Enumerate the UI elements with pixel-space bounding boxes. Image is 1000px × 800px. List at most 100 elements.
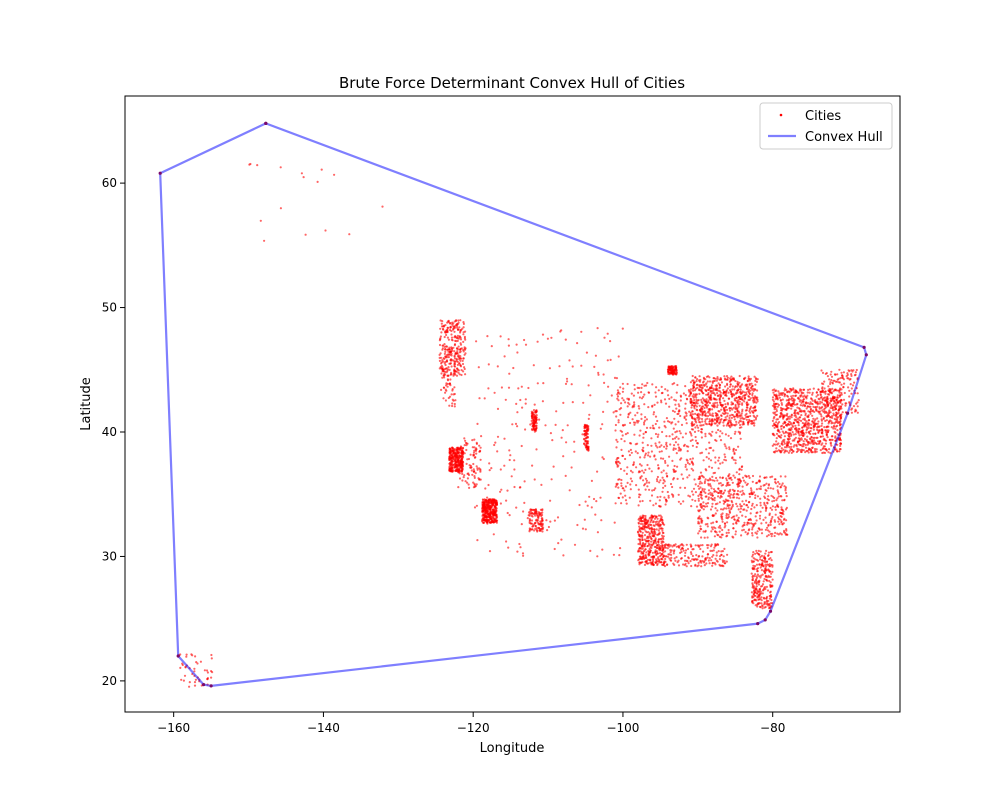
city-point — [700, 398, 703, 401]
city-point — [671, 369, 674, 372]
city-point — [490, 501, 493, 504]
city-point — [820, 415, 823, 418]
city-point — [758, 598, 761, 601]
city-point — [757, 602, 760, 605]
city-point — [586, 425, 589, 428]
city-point — [639, 522, 643, 526]
city-point — [682, 477, 685, 480]
city-point — [483, 506, 486, 509]
city-point — [751, 553, 755, 556]
city-point — [649, 558, 652, 561]
city-point — [831, 421, 834, 424]
city-point — [775, 499, 778, 502]
city-point — [829, 382, 832, 386]
city-point — [693, 417, 696, 420]
city-point — [786, 412, 789, 415]
city-point — [823, 380, 826, 383]
city-point — [705, 375, 709, 378]
city-point — [800, 392, 803, 395]
city-point — [442, 360, 445, 363]
city-point — [676, 412, 679, 416]
city-point — [711, 475, 714, 478]
city-point — [659, 538, 662, 541]
city-point — [627, 398, 630, 401]
city-point — [777, 520, 780, 523]
city-point — [758, 487, 761, 490]
city-point — [533, 430, 537, 433]
city-point — [802, 410, 805, 413]
city-point — [642, 527, 645, 530]
city-point — [658, 499, 661, 502]
city-point — [780, 521, 783, 524]
city-point — [440, 388, 443, 391]
city-point — [634, 414, 637, 417]
city-point — [445, 382, 448, 385]
city-point — [752, 557, 755, 560]
city-point — [455, 448, 459, 451]
city-point — [756, 570, 759, 573]
city-point — [697, 532, 700, 535]
city-point — [715, 379, 719, 382]
city-point — [706, 380, 709, 383]
city-point — [700, 388, 703, 392]
city-point — [833, 400, 836, 403]
city-point — [650, 437, 653, 440]
city-point — [796, 406, 799, 409]
city-point — [754, 552, 757, 555]
city-point — [660, 471, 663, 474]
city-point — [841, 403, 844, 406]
city-point — [747, 422, 750, 425]
city-point — [828, 402, 832, 405]
city-point — [691, 374, 694, 378]
city-point — [713, 535, 717, 538]
city-point — [754, 494, 757, 497]
city-point — [744, 531, 747, 534]
city-point — [616, 389, 620, 392]
city-point — [706, 502, 710, 505]
city-point — [642, 436, 645, 439]
city-point — [629, 469, 633, 472]
city-point — [741, 423, 744, 426]
city-point — [709, 394, 712, 397]
city-point — [804, 424, 807, 427]
city-point — [439, 327, 442, 330]
city-point — [440, 331, 443, 334]
city-point — [825, 425, 828, 428]
city-point — [642, 552, 645, 555]
city-point — [799, 450, 803, 453]
city-point — [850, 373, 853, 376]
city-point — [454, 461, 457, 465]
city-point — [691, 554, 695, 558]
city-point — [622, 399, 625, 402]
city-point — [457, 471, 460, 474]
city-point — [779, 475, 782, 478]
city-point — [463, 366, 466, 369]
city-point — [788, 435, 791, 438]
city-point — [624, 433, 628, 436]
city-point — [728, 477, 731, 480]
city-point — [665, 555, 668, 558]
city-point — [464, 439, 467, 442]
city-point — [691, 410, 694, 413]
city-point — [768, 512, 771, 515]
city-point — [679, 432, 682, 435]
city-point — [745, 475, 748, 478]
city-point — [457, 319, 460, 322]
city-point — [448, 368, 451, 371]
city-point — [459, 461, 462, 464]
city-point — [645, 479, 649, 482]
city-point — [726, 521, 729, 524]
city-point — [767, 554, 770, 558]
city-point — [780, 427, 783, 431]
city-point — [749, 487, 753, 490]
city-point — [686, 450, 689, 453]
city-point — [815, 428, 819, 431]
city-point — [446, 385, 449, 388]
city-point — [750, 489, 753, 492]
city-point — [759, 566, 762, 569]
city-point — [813, 447, 817, 451]
city-point — [457, 328, 460, 331]
city-point — [807, 451, 810, 454]
city-point — [713, 514, 716, 517]
city-point — [732, 527, 735, 530]
